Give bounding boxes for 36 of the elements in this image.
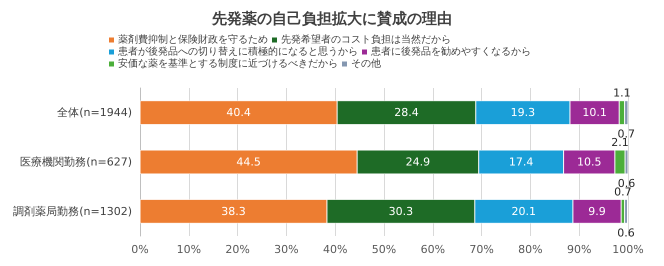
x-tick-label: 70% — [469, 243, 494, 256]
data-label: 24.9 — [406, 156, 430, 168]
data-label: 20.1 — [512, 204, 536, 218]
y-tick-label: 全体(n=1944) — [57, 106, 132, 120]
data-label: 17.4 — [508, 156, 534, 168]
y-tick-label: 調剤薬局勤務(n=1302) — [13, 204, 132, 218]
x-tick-label: 0% — [131, 243, 149, 256]
x-tick-label: 20% — [225, 243, 250, 256]
data-label: 30.3 — [388, 204, 414, 218]
legend-label: 患者が後発品への切り替えに積極的になると思うから — [117, 46, 358, 58]
data-label: 44.5 — [236, 156, 261, 168]
x-tick-label: 60% — [420, 243, 446, 256]
data-label: 10.5 — [576, 156, 602, 168]
x-tick-label: 40% — [322, 243, 348, 256]
legend-label: 患者に後発品を勧めやすくなるから — [370, 46, 531, 58]
legend-label: 先発希望者のコスト負担は当然だから — [281, 34, 451, 46]
data-label: 40.4 — [226, 106, 251, 120]
data-label: 19.3 — [510, 106, 536, 120]
legend-label: その他 — [351, 58, 381, 70]
x-tick-label: 30% — [274, 243, 299, 256]
data-label: 10.1 — [582, 106, 607, 120]
y-tick-label: 医療機関勤務(n=627) — [20, 156, 132, 168]
x-tick-label: 90% — [566, 243, 592, 256]
chart-title: 先発薬の自己負担拡大に賛成の理由 — [211, 10, 452, 28]
bar — [624, 199, 628, 224]
data-label: 28.4 — [394, 106, 419, 120]
data-label: 1.1 — [613, 86, 631, 100]
x-tick-label: 10% — [176, 243, 202, 256]
x-tick-label: 100% — [612, 243, 644, 256]
x-tick-label: 50% — [372, 243, 396, 256]
legend-label: 安価な薬を基準とする制度に近づけるべきだから — [118, 58, 338, 70]
data-label: 9.9 — [588, 204, 606, 218]
data-label: 38.3 — [221, 204, 246, 218]
data-label: 0.6 — [617, 226, 635, 240]
legend-label: 薬剤費抑制と保険財政を守るため — [118, 34, 268, 46]
x-tick-label: 80% — [518, 243, 543, 256]
